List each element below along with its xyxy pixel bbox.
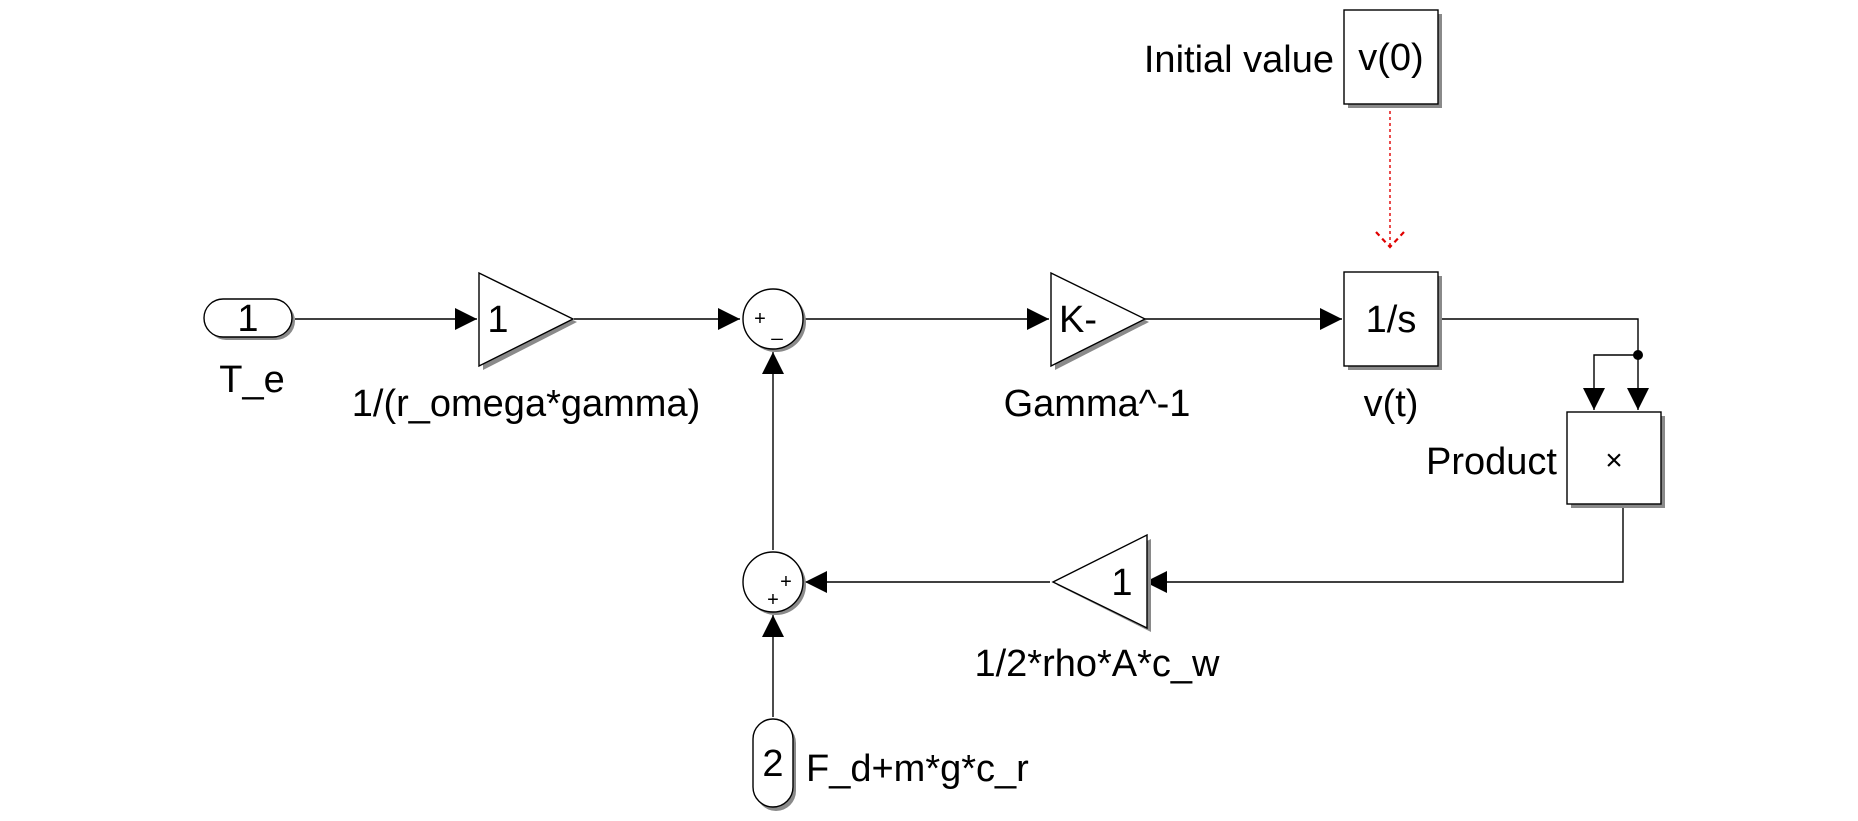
initial-value-port-marker — [1375, 231, 1405, 249]
sum-2-sign-right: + — [780, 571, 792, 593]
product-block[interactable]: × — [1566, 411, 1665, 508]
signal-lines — [295, 105, 1649, 717]
branch-point — [1633, 350, 1643, 360]
gain-3-value: 1 — [1111, 562, 1132, 604]
sum-2-sign-bottom: + — [767, 589, 779, 611]
signal-velocity-to-product-input2[interactable] — [1437, 318, 1649, 410]
gain-1[interactable]: 1 — [478, 271, 577, 370]
inport-2-label[interactable]: F_d+m*g*c_r — [806, 748, 1029, 790]
gain-1-value: 1 — [487, 299, 508, 341]
sum-1-sign-top: + — [754, 308, 766, 330]
initial-value-label[interactable]: Initial value — [1144, 39, 1334, 81]
inport-1[interactable]: 1 — [203, 298, 295, 340]
initial-value-block[interactable]: v(0) — [1343, 9, 1442, 108]
gain-2-label[interactable]: Gamma^-1 — [1004, 383, 1191, 425]
integrator-value: 1/s — [1366, 299, 1417, 341]
sum-1-sign-bottom: _ — [770, 319, 783, 341]
signal-product-to-gain3[interactable] — [1145, 504, 1624, 593]
gain-2-value: K- — [1059, 299, 1097, 341]
gain-3[interactable]: 1 — [1051, 533, 1151, 632]
inport-2[interactable]: 2 — [752, 718, 796, 811]
product-symbol: × — [1605, 444, 1623, 477]
signal-velocity-to-product-input1[interactable] — [1583, 354, 1638, 410]
gain-2[interactable]: K- — [1050, 271, 1149, 370]
gain-1-label[interactable]: 1/(r_omega*gamma) — [352, 383, 700, 425]
gain-3-label[interactable]: 1/2*rho*A*c_w — [974, 643, 1220, 685]
inport-1-number: 1 — [237, 298, 258, 340]
initial-value-text: v(0) — [1358, 37, 1423, 79]
inport-2-number: 2 — [762, 743, 783, 785]
product-label[interactable]: Product — [1426, 441, 1557, 483]
integrator-label[interactable]: v(t) — [1364, 383, 1419, 425]
sum-1[interactable]: + _ — [742, 288, 806, 352]
sum-2[interactable]: + + — [742, 551, 806, 615]
inport-1-label[interactable]: T_e — [219, 359, 284, 401]
integrator[interactable]: 1/s — [1343, 271, 1442, 370]
